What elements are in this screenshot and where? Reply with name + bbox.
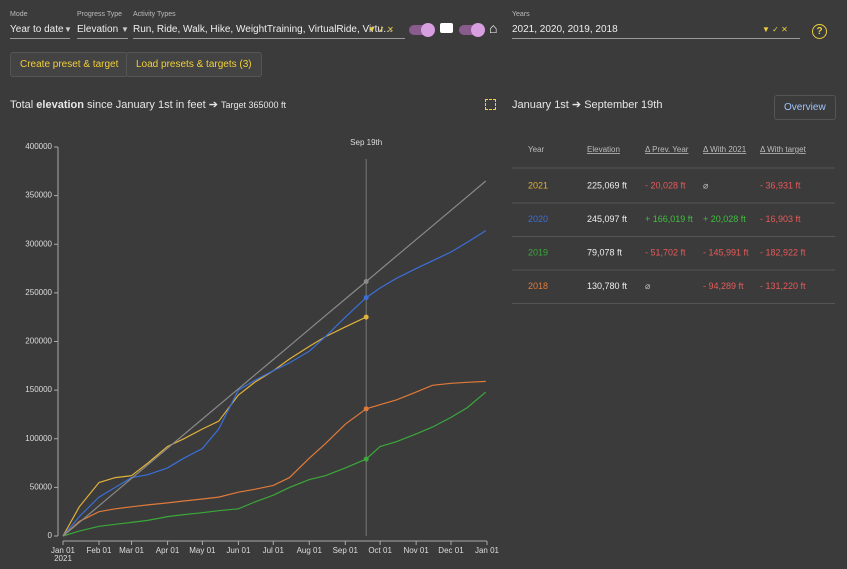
x-tick-label: Dec 01: [438, 546, 464, 555]
table-cell: 130,780 ft: [587, 281, 628, 291]
x-tick-label: May 01: [189, 546, 216, 555]
toggle[interactable]: [409, 23, 435, 37]
table-header: Year: [528, 145, 545, 154]
title-text: Total: [10, 99, 37, 111]
series-line: [62, 391, 487, 537]
x-tick-label: Jan 01: [475, 546, 500, 555]
marker-dot: [363, 406, 369, 412]
x-tick-label: Mar 01: [119, 546, 144, 555]
title-text: since January 1st in feet ➔: [83, 99, 221, 111]
marker-dot: [363, 278, 369, 284]
y-tick-label: 250000: [25, 288, 52, 297]
marker-dot: [363, 295, 369, 301]
table-cell: 2018: [528, 281, 548, 291]
table-cell: ⌀: [645, 281, 651, 291]
stats-table: Year Elevation Δ Prev. Year Δ With 2021 Δ Wi…: [512, 145, 835, 304]
table-header: Δ With 2021: [703, 145, 747, 154]
select-controls[interactable]: ▼ ✓ ✕: [368, 25, 394, 34]
series-line: [62, 380, 486, 537]
y-tick-label: 350000: [25, 191, 52, 200]
x-tick-label: Aug 01: [297, 546, 323, 555]
x-tick-label: Nov 01: [403, 546, 429, 555]
x-tick-label: Feb 01: [87, 546, 112, 555]
table-cell: - 94,289 ft: [703, 281, 744, 291]
table-cell: - 16,903 ft: [760, 214, 801, 224]
y-tick-label: 200000: [25, 337, 52, 346]
table-cell: - 145,991 ft: [703, 247, 749, 257]
table-header: Δ Prev. Year: [645, 145, 689, 154]
activity-types-label: Activity Types: [133, 11, 176, 18]
table-cell: - 51,702 ft: [645, 247, 686, 257]
years-select[interactable]: 2021, 2020, 2019, 2018: [512, 24, 800, 39]
table-header: Elevation: [587, 145, 620, 154]
table-cell: - 20,028 ft: [645, 180, 686, 190]
table-cell: ⌀: [703, 180, 709, 190]
activity-types-select[interactable]: Run, Ride, Walk, Hike, WeightTraining, V…: [133, 24, 405, 39]
load-presets-button[interactable]: Load presets & targets (3): [126, 52, 262, 77]
x-tick-label: Oct 01: [368, 546, 392, 555]
table-cell: 2020: [528, 214, 548, 224]
y-tick-label: 150000: [25, 385, 52, 394]
briefcase-icon[interactable]: [440, 23, 453, 33]
marker-dot: [363, 456, 369, 462]
mode-select[interactable]: Year to date: [10, 24, 70, 39]
table-cell: - 36,931 ft: [760, 180, 801, 190]
y-tick-label: 400000: [25, 142, 52, 151]
table-cell: + 20,028 ft: [703, 214, 746, 224]
title-target: Target 365000 ft: [221, 100, 287, 110]
chart: 0 50000 100000 150000 200000 250000 300000 3500…: [25, 138, 500, 563]
table-cell: 2021: [528, 180, 548, 190]
table-cell: 225,069 ft: [587, 180, 628, 190]
marker-label: Sep 19th: [350, 138, 382, 147]
fullscreen-icon[interactable]: [485, 99, 496, 110]
series-line: [62, 316, 367, 537]
x-tick-label: Jun 01: [226, 546, 251, 555]
overview-button[interactable]: Overview: [774, 95, 836, 120]
table-cell: - 131,220 ft: [760, 281, 806, 291]
years-label: Years: [512, 11, 530, 18]
y-tick-label: 50000: [30, 482, 53, 491]
caret: ▼: [121, 25, 129, 34]
home-icon[interactable]: ⌂: [489, 20, 498, 36]
table-cell: 245,097 ft: [587, 214, 628, 224]
marker-dot: [363, 314, 369, 320]
table-cell: - 182,922 ft: [760, 247, 806, 257]
title-bold: elevation: [36, 99, 84, 111]
series-line: [62, 180, 487, 537]
select-controls[interactable]: ▼ ✓ ✕: [762, 25, 788, 34]
progress-type-select[interactable]: Elevation: [77, 24, 128, 39]
caret: ▼: [64, 25, 72, 34]
x-tick-label: Sep 01: [333, 546, 359, 555]
progress-type-label: Progress Type: [77, 11, 123, 18]
series-line: [62, 230, 487, 537]
table-header: Δ With target: [760, 145, 807, 154]
x-tick-label: Jan 01: [51, 546, 76, 555]
table-cell: 2019: [528, 247, 548, 257]
table-cell: 79,078 ft: [587, 247, 623, 257]
toggle[interactable]: [459, 23, 485, 37]
x-tick-label: Apr 01: [156, 546, 180, 555]
y-tick-label: 0: [48, 531, 53, 540]
x-tick-label: Jul 01: [263, 546, 285, 555]
chart-title: Total elevation since January 1st in fee…: [10, 98, 286, 111]
create-preset-button[interactable]: Create preset & target: [10, 52, 129, 77]
range-title: January 1st ➔ September 19th: [512, 99, 663, 111]
x-axis-year: 2021: [54, 554, 72, 563]
y-tick-label: 300000: [25, 239, 52, 248]
mode-label: Mode: [10, 11, 28, 18]
help-button[interactable]: ?: [812, 24, 827, 39]
table-cell: + 166,019 ft: [645, 214, 693, 224]
y-tick-label: 100000: [25, 434, 52, 443]
